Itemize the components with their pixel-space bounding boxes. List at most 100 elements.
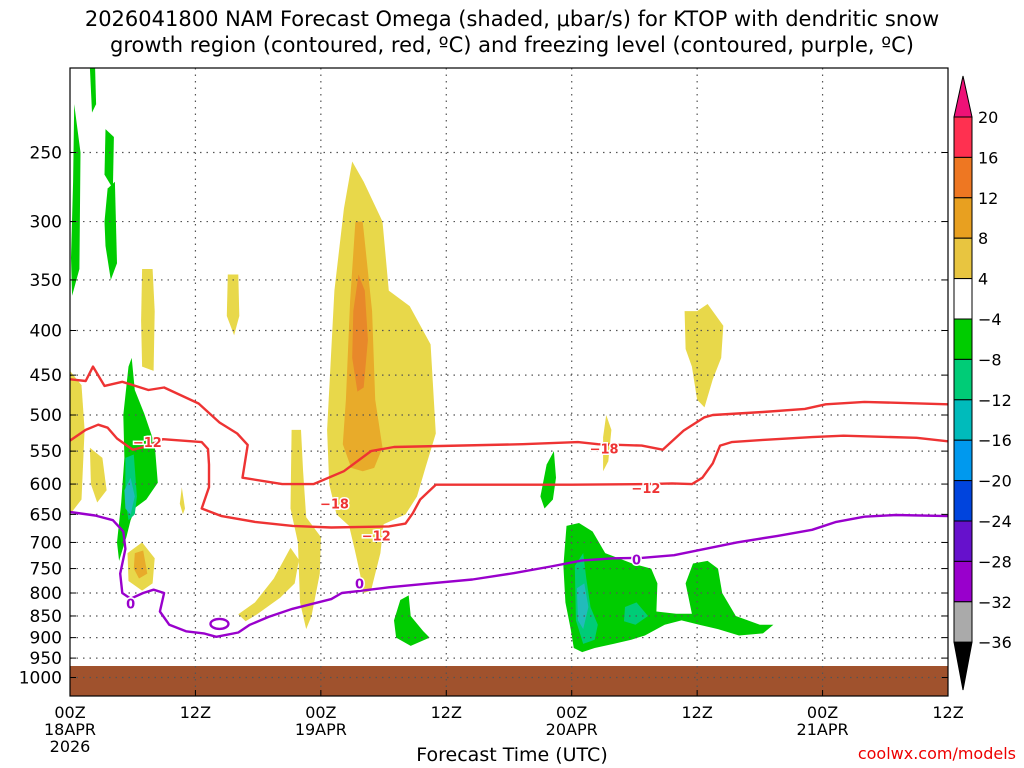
contour-label-0: −12 <box>133 436 162 451</box>
colorbar-segment-10 <box>953 520 973 562</box>
colorbar-label-11: −28 <box>978 552 1012 571</box>
x-tick-label-2-0: 00Z <box>305 703 336 722</box>
omega-region-pos8-1 <box>133 550 148 579</box>
omega-region-pos12-0 <box>352 274 368 392</box>
y-tick-label-400: 400 <box>30 322 62 342</box>
colorbar-bottom-arrow <box>953 641 973 691</box>
contour-label-3: −18 <box>590 442 619 457</box>
contour-label-7: 0 <box>632 553 641 568</box>
contour-freezing-level <box>70 510 948 638</box>
contour-dgz-upper <box>70 365 948 486</box>
contour-label-5: 0 <box>126 597 135 612</box>
contour-label-6: 0 <box>355 577 364 592</box>
colorbar-segment-3 <box>953 237 973 280</box>
x-axis-label: Forecast Time (UTC) <box>416 744 608 766</box>
contour-layer <box>70 365 948 638</box>
omega-region-neg4-1 <box>71 104 81 296</box>
omega-region-pos4-5 <box>226 274 240 336</box>
colorbar-segment-0 <box>953 116 973 158</box>
colorbar-label-2: 12 <box>978 189 998 208</box>
y-tick-label-250: 250 <box>30 144 62 164</box>
x-tick-label-2-1: 19APR <box>295 720 347 739</box>
contour-dgz-lower <box>70 423 948 529</box>
omega-region-pos4-6 <box>238 547 299 622</box>
contour-label-2: −12 <box>362 529 391 544</box>
colorbar-segment-5 <box>953 318 973 360</box>
omega-region-pos4-2 <box>141 269 155 371</box>
contour-label-4: −12 <box>631 482 660 497</box>
contour-freezing-loop <box>209 617 230 631</box>
colorbar-segment-9 <box>953 480 973 522</box>
y-axis: 2503003504004505005506006507007508008509… <box>19 144 948 689</box>
omega-region-pos4-10 <box>684 304 724 408</box>
title-line-1: 2026041800 NAM Forecast Omega (shaded, μ… <box>84 7 940 31</box>
y-tick-label-1000: 1000 <box>19 669 62 689</box>
x-tick-label-6-1: 21APR <box>797 720 849 739</box>
omega-region-pos4-1 <box>89 447 107 503</box>
omega-region-neg8-2 <box>624 602 648 625</box>
omega-region-pos4-4 <box>179 487 185 515</box>
colorbar-label-3: 8 <box>978 229 988 248</box>
colorbar: 20 16 12 8 4 −4 −8 −12 −16 −20 −24 −28 −32 −36 <box>953 75 1012 691</box>
x-tick-label-0-2: 2026 <box>50 737 91 756</box>
colorbar-segment-4 <box>953 278 973 320</box>
omega-region-neg12-0 <box>124 477 135 515</box>
x-tick-label-3-0: 12Z <box>431 703 462 722</box>
y-tick-label-500: 500 <box>30 406 62 426</box>
omega-region-neg4-6 <box>540 451 556 509</box>
colorbar-label-7: −12 <box>978 391 1012 410</box>
omega-region-pos4-0 <box>70 370 85 515</box>
x-tick-label-4-1: 20APR <box>546 720 598 739</box>
omega-shading-layer <box>70 68 774 653</box>
colorbar-label-13: −36 <box>978 633 1012 652</box>
y-tick-label-550: 550 <box>30 442 62 462</box>
omega-region-neg4-0 <box>89 68 97 113</box>
contour-label-layer: −12 −18 −12 −18 −12 0 0 0 <box>125 435 662 614</box>
x-tick-label-6-0: 00Z <box>807 703 838 722</box>
ground-terrain <box>70 666 948 696</box>
colorbar-label-0: 20 <box>978 108 998 127</box>
plot-frame <box>69 67 949 697</box>
colorbar-label-8: −16 <box>978 431 1012 450</box>
y-tick-label-600: 600 <box>30 475 62 495</box>
y-tick-label-900: 900 <box>30 629 62 649</box>
colorbar-segment-6 <box>953 358 973 401</box>
y-tick-label-750: 750 <box>30 560 62 580</box>
y-tick-label-650: 650 <box>30 505 62 525</box>
colorbar-segment-1 <box>953 156 973 199</box>
omega-region-pos4-7 <box>290 429 321 630</box>
omega-region-pos4-9 <box>603 415 612 472</box>
x-tick-label-4-0: 00Z <box>556 703 587 722</box>
colorbar-label-1: 16 <box>978 148 998 167</box>
colorbar-segment-8 <box>953 439 973 482</box>
omega-region-neg4-7 <box>563 523 774 653</box>
x-tick-label-1-0: 12Z <box>180 703 211 722</box>
chart-title: 2026041800 NAM Forecast Omega (shaded, μ… <box>0 6 1024 58</box>
contour-label-1: −18 <box>320 498 349 513</box>
omega-region-neg4-3 <box>104 129 114 189</box>
omega-region-neg4-5 <box>394 595 430 646</box>
colorbar-segment-2 <box>953 197 973 239</box>
omega-region-neg12-1 <box>576 583 589 630</box>
colorbar-top-arrow <box>953 75 973 118</box>
x-tick-label-7-0: 12Z <box>932 703 963 722</box>
y-tick-label-850: 850 <box>30 607 62 627</box>
x-tick-label-5-0: 12Z <box>681 703 712 722</box>
colorbar-label-10: −24 <box>978 512 1012 531</box>
grid-layer <box>70 68 948 696</box>
y-tick-label-800: 800 <box>30 584 62 604</box>
omega-region-neg4-2 <box>104 181 117 280</box>
colorbar-label-12: −32 <box>978 593 1012 612</box>
colorbar-label-9: −20 <box>978 472 1012 491</box>
y-tick-label-350: 350 <box>30 271 62 291</box>
colorbar-segment-12 <box>953 601 973 643</box>
colorbar-label-4: 4 <box>978 270 988 289</box>
colorbar-segment-11 <box>953 560 973 603</box>
y-tick-label-300: 300 <box>30 213 62 233</box>
colorbar-label-6: −8 <box>978 350 1002 369</box>
x-tick-label-0-0: 00Z <box>54 703 85 722</box>
colorbar-segment-7 <box>953 399 973 441</box>
credit-text[interactable]: coolwx.com/models <box>857 744 1016 763</box>
